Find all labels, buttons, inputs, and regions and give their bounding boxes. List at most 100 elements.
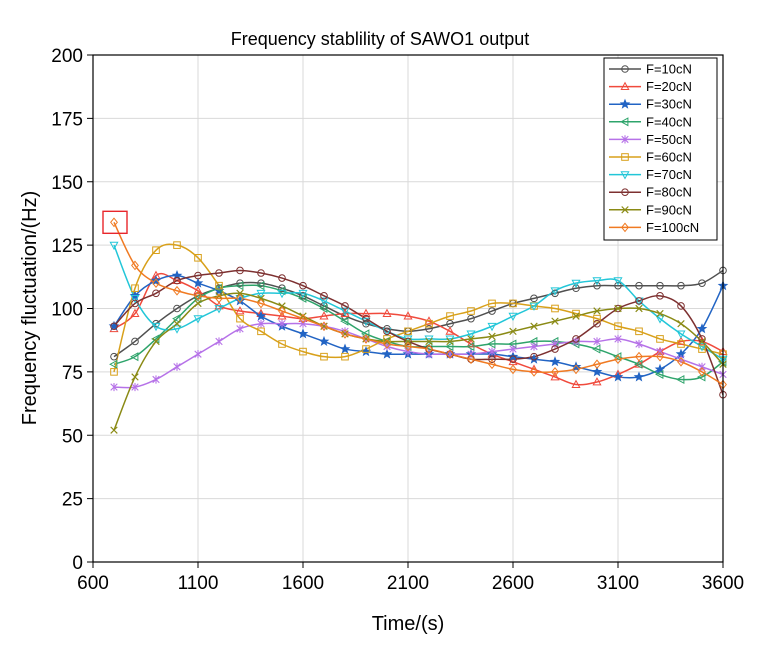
data-point bbox=[404, 337, 412, 346]
data-point bbox=[467, 335, 475, 343]
data-point bbox=[341, 330, 349, 338]
data-point bbox=[110, 322, 118, 331]
y-tick-label: 125 bbox=[51, 236, 83, 257]
data-point bbox=[152, 246, 160, 254]
data-point bbox=[110, 382, 118, 392]
data-point bbox=[593, 314, 601, 323]
data-point bbox=[635, 281, 643, 290]
data-point bbox=[530, 366, 538, 377]
data-point bbox=[130, 294, 140, 304]
data-point bbox=[299, 347, 307, 356]
data-point bbox=[215, 293, 223, 304]
data-point bbox=[278, 302, 286, 310]
data-point bbox=[194, 290, 202, 301]
y-tick-label: 200 bbox=[51, 46, 83, 67]
data-point bbox=[361, 308, 371, 317]
data-point bbox=[530, 294, 538, 303]
data-point bbox=[698, 366, 706, 377]
data-point bbox=[614, 304, 622, 313]
data-point bbox=[614, 304, 622, 313]
y-tick-label: 25 bbox=[62, 490, 83, 511]
data-point bbox=[635, 304, 643, 313]
x-tick-label: 2100 bbox=[387, 573, 429, 594]
data-point bbox=[404, 337, 412, 346]
data-point bbox=[235, 281, 244, 291]
legend-entry: F=10cN bbox=[646, 62, 692, 77]
data-point bbox=[383, 339, 391, 349]
legend-entry: F=60cN bbox=[646, 150, 692, 165]
data-point bbox=[509, 327, 517, 336]
data-point bbox=[319, 311, 329, 320]
x-tick-label: 3100 bbox=[597, 573, 639, 594]
data-point bbox=[509, 299, 517, 308]
data-point bbox=[152, 375, 160, 384]
data-point bbox=[550, 287, 560, 296]
data-point bbox=[193, 293, 202, 303]
chart-title: Frequency stablility of SAWO1 output bbox=[231, 29, 529, 49]
data-point bbox=[277, 311, 287, 320]
data-point bbox=[488, 332, 496, 341]
x-tick-label: 3600 bbox=[702, 573, 744, 594]
data-point bbox=[215, 281, 223, 290]
data-point bbox=[341, 352, 349, 361]
data-point bbox=[194, 299, 202, 308]
data-point bbox=[277, 289, 287, 299]
y-tick-label: 100 bbox=[51, 300, 83, 321]
data-point bbox=[572, 284, 580, 293]
data-point bbox=[341, 302, 349, 310]
x-tick-label: 2600 bbox=[492, 573, 534, 594]
data-point bbox=[487, 322, 497, 332]
data-point bbox=[193, 285, 203, 295]
data-point bbox=[110, 352, 118, 361]
x-tick-label: 600 bbox=[77, 573, 109, 594]
data-point bbox=[466, 330, 476, 339]
data-point bbox=[319, 303, 328, 314]
data-point bbox=[278, 306, 286, 316]
data-point bbox=[362, 345, 370, 353]
series-line-5 bbox=[113, 243, 724, 373]
data-point bbox=[299, 313, 307, 324]
data-point bbox=[509, 364, 517, 375]
data-point bbox=[488, 359, 496, 370]
data-point bbox=[257, 294, 265, 303]
legend-entry: F=50cN bbox=[646, 132, 692, 147]
data-point bbox=[530, 342, 538, 351]
legend-swatch-marker bbox=[620, 117, 629, 127]
data-point bbox=[677, 340, 685, 348]
data-point bbox=[257, 298, 265, 309]
data-point bbox=[656, 347, 664, 356]
data-point bbox=[173, 285, 181, 296]
data-point bbox=[698, 337, 706, 346]
data-point bbox=[446, 349, 454, 360]
data-point bbox=[194, 254, 202, 262]
data-point bbox=[278, 319, 286, 328]
x-tick-label: 1600 bbox=[282, 573, 324, 594]
data-point bbox=[150, 275, 162, 286]
data-point bbox=[403, 311, 413, 320]
data-point bbox=[131, 373, 139, 381]
data-point bbox=[570, 361, 582, 372]
data-point bbox=[551, 317, 559, 325]
data-point bbox=[677, 302, 685, 310]
data-point bbox=[593, 281, 601, 290]
data-point bbox=[509, 355, 517, 364]
data-point bbox=[488, 347, 496, 356]
data-point bbox=[677, 319, 685, 328]
data-point bbox=[110, 217, 118, 228]
data-point bbox=[592, 277, 602, 286]
data-point bbox=[613, 352, 622, 362]
data-point bbox=[299, 312, 307, 320]
y-axis-label: Frequency fluctuation/(Hz) bbox=[19, 191, 41, 426]
highlight-box bbox=[102, 210, 128, 235]
data-point bbox=[634, 359, 644, 368]
data-point bbox=[110, 426, 118, 434]
legend-swatch-marker bbox=[621, 206, 629, 214]
data-point bbox=[488, 299, 496, 308]
data-point bbox=[173, 319, 181, 328]
data-point bbox=[467, 314, 475, 323]
data-point bbox=[425, 319, 433, 328]
data-point bbox=[320, 321, 328, 332]
data-point bbox=[676, 330, 686, 339]
legend-entry: F=40cN bbox=[646, 114, 692, 129]
